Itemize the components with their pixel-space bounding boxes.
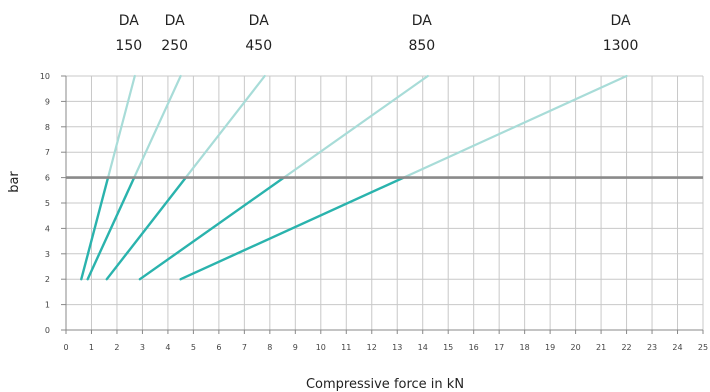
x-tick-label: 25: [698, 343, 708, 352]
x-tick-label: 23: [647, 343, 657, 352]
series-label-bottom: 850: [408, 38, 435, 54]
series-line-lower: [80, 176, 110, 281]
x-tick-label: 21: [596, 343, 606, 352]
axes: [61, 75, 704, 334]
y-tick-label: 5: [45, 199, 50, 208]
series-line-lower: [138, 176, 286, 281]
y-tick-labels: 0 1 2 3 4 5 6 7 8 9 10: [40, 72, 50, 335]
x-tick-labels: 0 1 2 3 4 5 6 7 8 9 10 11 12 13 14 15 16 17 18 19 20 21 22 23 24…: [63, 343, 708, 352]
series-label-bottom: 150: [115, 38, 142, 54]
series-label-top: DA: [412, 13, 433, 29]
y-tick-label: 6: [45, 174, 50, 183]
x-tick-label: 9: [293, 343, 298, 352]
x-tick-label: 14: [418, 343, 428, 352]
x-tick-label: 5: [191, 343, 196, 352]
series-line-upper: [282, 74, 429, 179]
y-tick-label: 0: [45, 326, 50, 335]
x-tick-label: 24: [672, 343, 682, 352]
x-tick-label: 13: [392, 343, 402, 352]
x-tick-label: 17: [494, 343, 504, 352]
series-label-bottom: 1300: [603, 38, 639, 54]
y-axis-title: bar: [7, 171, 22, 193]
series-line-lower: [105, 176, 187, 281]
x-tick-label: 19: [545, 343, 555, 352]
x-tick-label: 22: [621, 343, 631, 352]
x-axis-title: Compressive force in kN: [306, 377, 464, 392]
x-tick-label: 11: [341, 343, 351, 352]
series-lines: [80, 74, 628, 281]
series-line-lower: [86, 176, 136, 281]
series-labels: DA 150 DA 250 DA 450 DA 850 DA 1300: [115, 13, 638, 54]
x-tick-label: 12: [367, 343, 377, 352]
series-label-top: DA: [165, 13, 186, 29]
x-tick-label: 2: [114, 343, 119, 352]
horizontal-gridlines: [66, 75, 703, 331]
x-tick-label: 1: [89, 343, 94, 352]
series-line-upper: [133, 74, 182, 179]
x-tick-label: 4: [165, 343, 170, 352]
series-label-bottom: 450: [245, 38, 272, 54]
series-line-upper: [402, 74, 628, 179]
y-tick-label: 7: [45, 148, 50, 157]
y-tick-label: 4: [45, 224, 50, 233]
series-line-upper: [106, 74, 136, 179]
x-tick-label: 0: [63, 343, 68, 352]
x-tick-label: 7: [242, 343, 247, 352]
x-tick-label: 3: [140, 343, 145, 352]
y-tick-label: 2: [45, 275, 50, 284]
x-tick-label: 15: [443, 343, 453, 352]
y-tick-label: 3: [45, 250, 50, 259]
series-label-top: DA: [119, 13, 140, 29]
y-tick-label: 1: [45, 301, 50, 310]
y-tick-label: 9: [45, 97, 50, 106]
x-tick-label: 10: [316, 343, 326, 352]
series-label-bottom: 250: [161, 38, 188, 54]
x-tick-label: 6: [216, 343, 221, 352]
series-line-upper: [184, 74, 266, 179]
x-tick-label: 8: [267, 343, 272, 352]
x-tick-label: 20: [571, 343, 581, 352]
x-tick-label: 18: [520, 343, 530, 352]
series-line-lower: [179, 176, 405, 281]
series-label-top: DA: [610, 13, 631, 29]
series-label-top: DA: [249, 13, 270, 29]
y-tick-label: 10: [40, 72, 50, 81]
x-tick-label: 16: [469, 343, 479, 352]
y-tick-label: 8: [45, 123, 50, 132]
